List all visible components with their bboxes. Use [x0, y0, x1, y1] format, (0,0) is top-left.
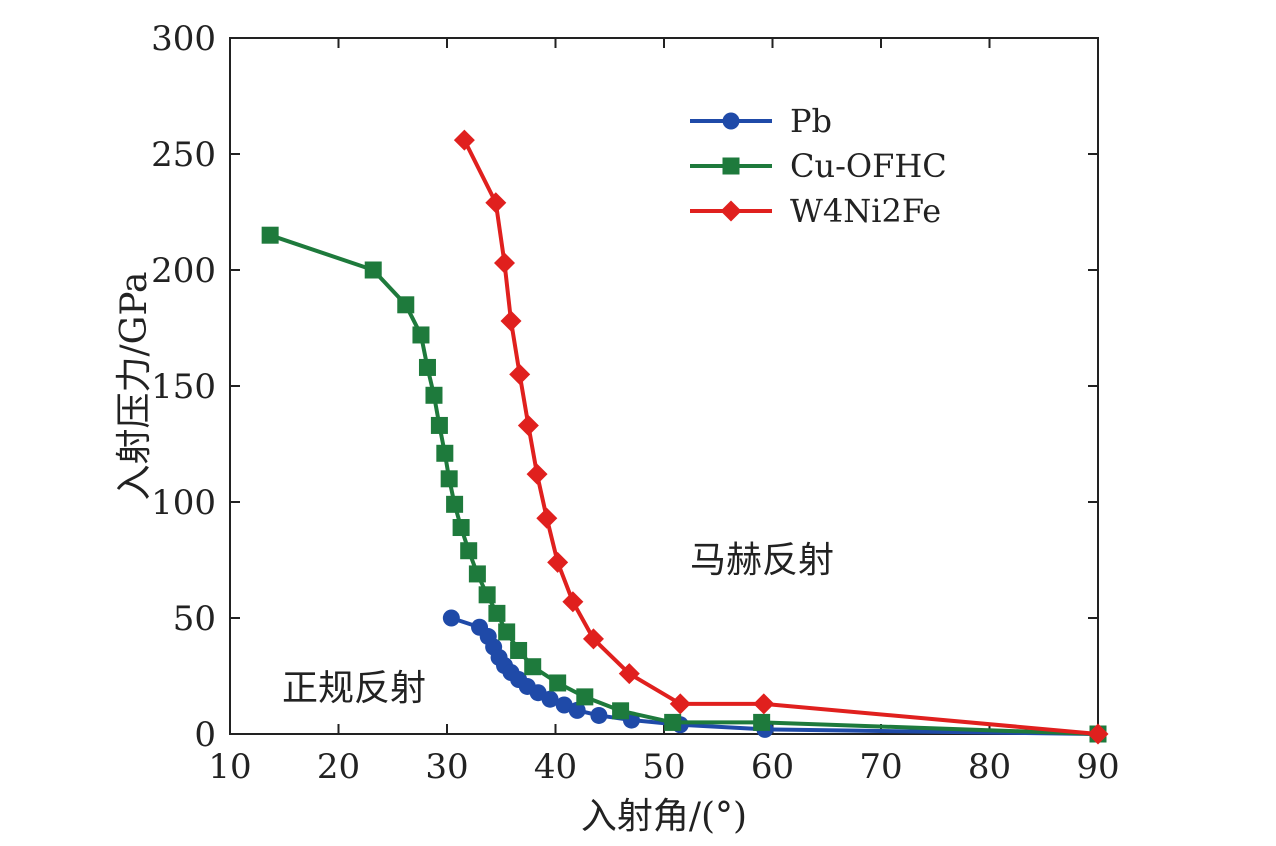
plot-frame	[229, 37, 1099, 735]
data-point-pb	[590, 706, 608, 724]
data-point-pb	[555, 696, 573, 714]
data-point-cu-ofhc	[478, 586, 496, 604]
legend: Pb Cu-OFHC W4Ni2Fe	[690, 102, 947, 230]
data-point-w4ni2fe	[453, 129, 475, 151]
data-point-w4ni2fe	[753, 693, 775, 715]
y-tick-label: 150	[151, 367, 216, 407]
x-tick-label: 40	[534, 747, 577, 787]
y-tick-label: 100	[151, 483, 216, 523]
legend-label-pb: Pb	[790, 102, 832, 140]
data-point-cu-ofhc	[418, 358, 436, 376]
data-point-w4ni2fe	[562, 591, 584, 613]
data-point-cu-ofhc	[364, 261, 382, 279]
legend-marker-pb	[722, 112, 740, 130]
y-axis-label: 入射压力/GPa	[114, 272, 155, 501]
data-point-cu-ofhc	[460, 542, 478, 560]
data-point-w4ni2fe	[618, 663, 640, 685]
data-point-w4ni2fe	[547, 551, 569, 573]
series-line-cu-ofhc	[269, 233, 1099, 736]
data-point-cu-ofhc	[261, 226, 279, 244]
data-point-cu-ofhc	[510, 641, 528, 659]
data-point-w4ni2fe	[517, 414, 539, 436]
data-point-cu-ofhc	[753, 713, 771, 731]
x-axis-label: 入射角/(°)	[581, 796, 747, 837]
data-point-cu-ofhc	[440, 470, 458, 488]
data-point-cu-ofhc	[436, 444, 454, 462]
data-point-w4ni2fe	[536, 507, 558, 529]
y-tick-label: 300	[151, 19, 216, 59]
x-tick-label: 30	[425, 747, 468, 787]
data-point-cu-ofhc	[446, 495, 464, 513]
data-point-w4ni2fe	[485, 192, 507, 214]
y-tick-label: 50	[173, 599, 216, 639]
data-point-cu-ofhc	[498, 623, 516, 641]
data-point-cu-ofhc	[468, 565, 486, 583]
legend-label-cu-ofhc: Cu-OFHC	[790, 147, 947, 185]
y-tick-label: 0	[194, 715, 216, 755]
legend-item-w4ni2fe: W4Ni2Fe	[690, 192, 941, 230]
data-point-w4ni2fe	[526, 463, 548, 485]
series-cu-ofhc	[261, 226, 1107, 743]
data-point-w4ni2fe	[509, 363, 531, 385]
data-point-cu-ofhc	[664, 713, 682, 731]
legend-label-w4ni2fe: W4Ni2Fe	[790, 192, 941, 230]
series-line-w4ni2fe	[462, 139, 1099, 736]
series-layer	[261, 129, 1109, 745]
series-w4ni2fe	[453, 129, 1109, 745]
data-point-cu-ofhc	[549, 674, 567, 692]
data-point-cu-ofhc	[425, 386, 443, 404]
data-point-pb	[442, 609, 460, 627]
data-point-cu-ofhc	[576, 688, 594, 706]
y-tick-label: 200	[151, 251, 216, 291]
data-point-w4ni2fe	[1087, 723, 1109, 745]
annotation-mach-reflection: 马赫反射	[690, 540, 834, 581]
data-point-w4ni2fe	[582, 628, 604, 650]
x-tick-label: 80	[968, 747, 1011, 787]
data-point-cu-ofhc	[488, 604, 506, 622]
x-tick-label: 60	[751, 747, 794, 787]
x-tick-label: 70	[859, 747, 902, 787]
axis-ticks: 10 20 30 40 50 60 70 80 90 0 50 100 150 200 250 300	[151, 19, 1120, 787]
annotation-regular-reflection: 正规反射	[282, 668, 426, 709]
data-point-pb	[541, 690, 559, 708]
legend-marker-cu-ofhc	[722, 157, 740, 175]
data-point-w4ni2fe	[669, 693, 691, 715]
data-point-cu-ofhc	[430, 416, 448, 434]
x-tick-label: 20	[317, 747, 360, 787]
data-point-cu-ofhc	[452, 519, 470, 537]
x-tick-label: 10	[208, 747, 251, 787]
y-tick-label: 250	[151, 135, 216, 175]
legend-item-cu-ofhc: Cu-OFHC	[690, 147, 947, 185]
data-point-w4ni2fe	[494, 252, 516, 274]
data-point-cu-ofhc	[412, 326, 430, 344]
legend-item-pb: Pb	[690, 102, 832, 140]
data-point-cu-ofhc	[524, 658, 542, 676]
data-point-cu-ofhc	[397, 296, 415, 314]
x-tick-label: 50	[642, 747, 685, 787]
data-point-pb	[568, 701, 586, 719]
legend-marker-w4ni2fe	[720, 200, 742, 222]
x-tick-label: 90	[1076, 747, 1119, 787]
data-point-w4ni2fe	[500, 310, 522, 332]
data-point-cu-ofhc	[612, 702, 630, 720]
